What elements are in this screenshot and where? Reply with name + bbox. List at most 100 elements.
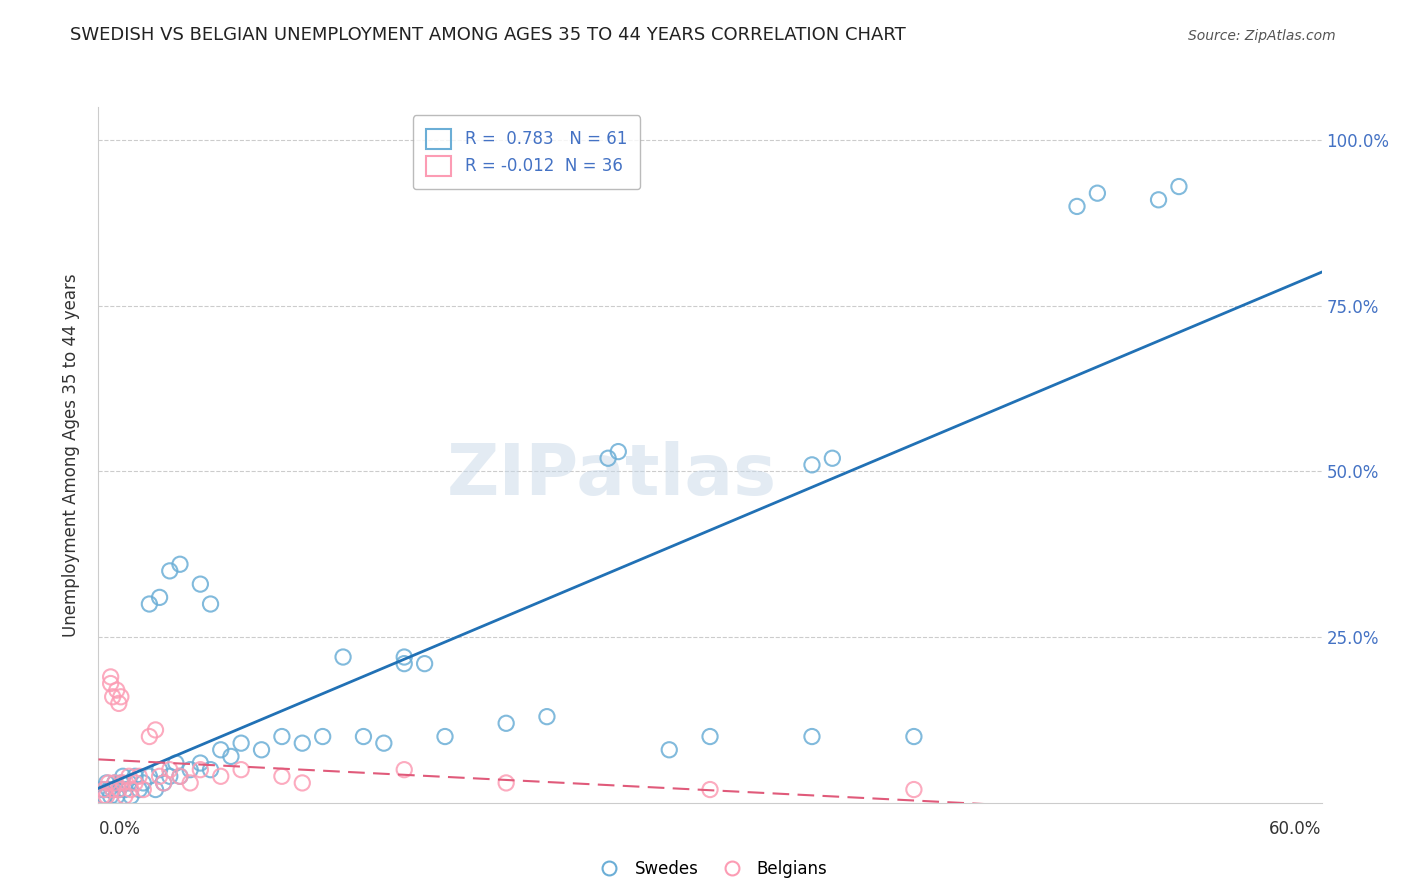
Point: [1085, 186, 1108, 201]
Point: [111, 769, 134, 783]
Point: [93, 789, 115, 804]
Point: [231, 763, 253, 777]
Point: [231, 736, 253, 750]
Point: [188, 763, 212, 777]
Point: [118, 776, 141, 790]
Point: [100, 789, 122, 804]
Point: [97, 782, 120, 797]
Point: [138, 597, 160, 611]
Point: [821, 451, 844, 466]
Text: 0.0%: 0.0%: [98, 820, 141, 838]
Point: [352, 730, 374, 744]
Point: [607, 444, 630, 458]
Point: [101, 782, 124, 797]
Point: [392, 657, 416, 671]
Point: [291, 776, 314, 790]
Point: [1147, 193, 1170, 207]
Point: [250, 743, 273, 757]
Point: [110, 776, 132, 790]
Point: [97, 776, 120, 790]
Point: [434, 730, 457, 744]
Point: [118, 769, 141, 783]
Point: [179, 763, 201, 777]
Point: [108, 697, 131, 711]
Point: [111, 776, 134, 790]
Point: [138, 730, 160, 744]
Point: [124, 776, 146, 790]
Point: [536, 709, 558, 723]
Point: [100, 676, 122, 690]
Point: [128, 782, 150, 797]
Point: [108, 782, 131, 797]
Point: [105, 789, 128, 804]
Point: [903, 782, 925, 797]
Point: [159, 763, 181, 777]
Point: [392, 650, 416, 665]
Point: [291, 736, 314, 750]
Point: [159, 564, 181, 578]
Point: [104, 776, 127, 790]
Point: [149, 591, 172, 605]
Point: [132, 782, 155, 797]
Point: [495, 776, 517, 790]
Point: [598, 451, 620, 466]
Point: [138, 769, 160, 783]
Point: [104, 776, 127, 790]
Point: [101, 782, 124, 797]
Y-axis label: Unemployment Among Ages 35 to 44 years: Unemployment Among Ages 35 to 44 years: [62, 273, 80, 637]
Point: [101, 690, 124, 704]
Point: [105, 683, 128, 698]
Point: [124, 769, 146, 783]
Point: [114, 789, 136, 804]
Text: SWEDISH VS BELGIAN UNEMPLOYMENT AMONG AGES 35 TO 44 YEARS CORRELATION CHART: SWEDISH VS BELGIAN UNEMPLOYMENT AMONG AG…: [70, 26, 905, 44]
Point: [179, 776, 201, 790]
Point: [145, 782, 167, 797]
Point: [128, 769, 150, 783]
Point: [149, 769, 172, 783]
Point: [110, 690, 132, 704]
Point: [114, 782, 136, 797]
Point: [209, 769, 232, 783]
Point: [219, 749, 242, 764]
Point: [96, 789, 118, 804]
Point: [93, 782, 115, 797]
Point: [120, 782, 142, 797]
Point: [209, 743, 232, 757]
Text: 60.0%: 60.0%: [1270, 820, 1322, 838]
Point: [188, 577, 212, 591]
Point: [1167, 179, 1189, 194]
Point: [165, 756, 187, 770]
Point: [96, 776, 118, 790]
Point: [373, 736, 395, 750]
Point: [120, 789, 142, 804]
Point: [91, 782, 114, 797]
Point: [200, 763, 222, 777]
Point: [495, 716, 517, 731]
Point: [145, 723, 167, 737]
Text: Source: ZipAtlas.com: Source: ZipAtlas.com: [1188, 29, 1336, 43]
Point: [169, 558, 191, 572]
Point: [159, 769, 181, 783]
Point: [392, 763, 416, 777]
Point: [169, 769, 191, 783]
Point: [100, 670, 122, 684]
Point: [188, 756, 212, 770]
Point: [169, 769, 191, 783]
Point: [270, 730, 294, 744]
Point: [270, 769, 294, 783]
Point: [91, 789, 114, 804]
Legend: Swedes, Belgians: Swedes, Belgians: [586, 854, 834, 885]
Point: [132, 776, 155, 790]
Point: [312, 730, 335, 744]
Text: ZIPatlas: ZIPatlas: [447, 442, 778, 510]
Point: [903, 730, 925, 744]
Point: [149, 763, 172, 777]
Point: [200, 597, 222, 611]
Point: [658, 743, 681, 757]
Point: [413, 657, 436, 671]
Point: [108, 782, 131, 797]
Point: [1066, 199, 1088, 213]
Point: [801, 458, 824, 472]
Point: [152, 776, 174, 790]
Point: [332, 650, 354, 665]
